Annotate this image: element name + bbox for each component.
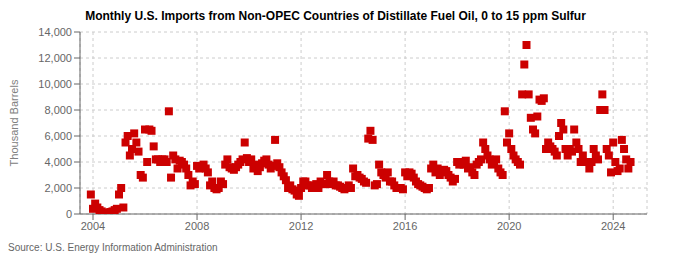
- svg-text:2004: 2004: [81, 220, 105, 232]
- svg-text:2024: 2024: [601, 220, 625, 232]
- svg-text:2,000: 2,000: [44, 182, 72, 194]
- svg-text:0: 0: [66, 208, 72, 220]
- svg-text:8,000: 8,000: [44, 104, 72, 116]
- html-text:Monthly U.S. Imports from Non-: Monthly U.S. Imports from Non-OPEC Count…: [85, 9, 586, 23]
- svg-text:2008: 2008: [185, 220, 209, 232]
- svg-text:4,000: 4,000: [44, 156, 72, 168]
- svg-text:Thousand Barrels: Thousand Barrels: [8, 79, 20, 166]
- svg-text:14,000: 14,000: [38, 26, 72, 38]
- svg-text:10,000: 10,000: [38, 78, 72, 90]
- svg-text:6,000: 6,000: [44, 130, 72, 142]
- svg-text:2016: 2016: [393, 220, 417, 232]
- html-text:Source: U.S. Energy Informatio: Source: U.S. Energy Information Administ…: [8, 242, 218, 253]
- svg-text:2020: 2020: [497, 220, 521, 232]
- svg-text:12,000: 12,000: [38, 52, 72, 64]
- svg-text:2012: 2012: [289, 220, 313, 232]
